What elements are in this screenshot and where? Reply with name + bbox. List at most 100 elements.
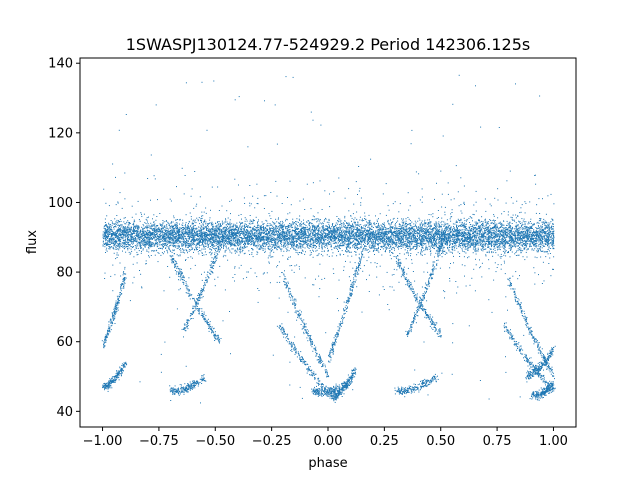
data-point xyxy=(225,224,227,226)
data-point xyxy=(208,238,210,240)
data-point xyxy=(469,236,471,237)
data-point xyxy=(123,226,125,228)
data-point xyxy=(464,227,466,229)
data-point xyxy=(476,233,478,235)
data-point xyxy=(542,230,544,232)
data-point xyxy=(510,216,512,218)
data-point xyxy=(146,217,148,219)
data-point xyxy=(364,227,366,229)
data-point xyxy=(177,228,179,230)
data-point xyxy=(451,231,453,233)
data-point xyxy=(179,255,181,257)
data-point xyxy=(358,241,359,242)
data-point xyxy=(505,234,507,235)
data-point xyxy=(531,249,533,251)
data-point xyxy=(491,222,493,224)
data-point xyxy=(531,236,533,238)
data-point xyxy=(174,246,176,248)
data-point xyxy=(280,224,282,226)
data-point xyxy=(361,227,363,229)
data-point xyxy=(536,242,538,244)
data-point xyxy=(211,231,213,233)
data-point xyxy=(324,232,326,234)
data-point xyxy=(515,246,516,248)
data-point xyxy=(162,246,164,248)
data-point xyxy=(456,231,458,233)
data-point xyxy=(351,217,353,219)
data-point xyxy=(267,241,268,243)
data-point xyxy=(461,238,462,240)
data-point xyxy=(133,223,135,225)
data-point xyxy=(337,248,338,250)
data-point xyxy=(178,239,180,241)
data-point xyxy=(316,240,318,241)
data-point xyxy=(367,226,369,228)
data-point xyxy=(504,240,506,242)
data-point xyxy=(229,240,231,242)
data-point xyxy=(187,257,189,259)
data-point xyxy=(238,214,240,216)
data-point xyxy=(360,228,362,230)
data-point xyxy=(445,228,447,230)
data-point xyxy=(452,246,454,248)
data-point xyxy=(405,238,407,240)
data-point xyxy=(359,241,361,243)
data-point xyxy=(475,240,477,241)
data-point xyxy=(211,232,213,234)
data-point xyxy=(513,240,515,241)
data-point xyxy=(152,242,154,244)
data-point xyxy=(506,224,508,226)
data-point xyxy=(128,234,130,236)
data-point xyxy=(157,242,159,244)
data-point xyxy=(277,236,279,237)
data-point xyxy=(439,237,441,239)
data-point xyxy=(529,240,531,241)
data-point xyxy=(350,231,352,233)
data-point xyxy=(424,240,426,242)
data-point xyxy=(238,239,240,241)
data-point xyxy=(148,241,150,243)
data-point xyxy=(496,229,498,231)
data-point xyxy=(176,231,178,233)
data-point xyxy=(369,234,371,236)
data-point xyxy=(366,221,368,223)
data-point xyxy=(453,234,455,236)
data-point xyxy=(331,231,333,233)
data-point xyxy=(370,228,372,230)
data-point xyxy=(368,242,370,244)
data-point xyxy=(268,244,270,246)
data-point xyxy=(353,240,355,242)
data-point xyxy=(105,236,107,238)
data-point xyxy=(402,246,404,248)
data-point xyxy=(116,236,118,238)
data-point xyxy=(290,224,292,226)
data-point xyxy=(383,223,385,225)
data-point xyxy=(391,242,393,244)
data-point xyxy=(522,229,524,231)
data-point xyxy=(211,237,213,239)
data-point xyxy=(348,246,350,248)
data-point xyxy=(279,229,281,231)
data-point xyxy=(212,230,214,232)
data-point xyxy=(116,238,118,239)
data-point xyxy=(192,242,194,244)
data-point xyxy=(102,241,104,243)
data-point xyxy=(289,231,291,233)
data-point xyxy=(223,243,225,245)
data-point xyxy=(409,242,411,244)
data-point xyxy=(152,229,153,231)
data-point xyxy=(378,218,379,220)
data-point xyxy=(153,245,155,247)
data-point xyxy=(309,223,311,224)
data-point xyxy=(481,249,482,251)
data-point xyxy=(276,242,278,244)
data-point xyxy=(438,236,440,238)
data-point xyxy=(156,216,158,217)
data-point xyxy=(348,224,350,226)
data-point xyxy=(479,232,481,234)
data-point xyxy=(481,233,483,235)
data-point xyxy=(374,231,376,233)
data-point xyxy=(144,230,146,232)
data-point xyxy=(290,242,292,244)
data-point xyxy=(169,242,171,244)
